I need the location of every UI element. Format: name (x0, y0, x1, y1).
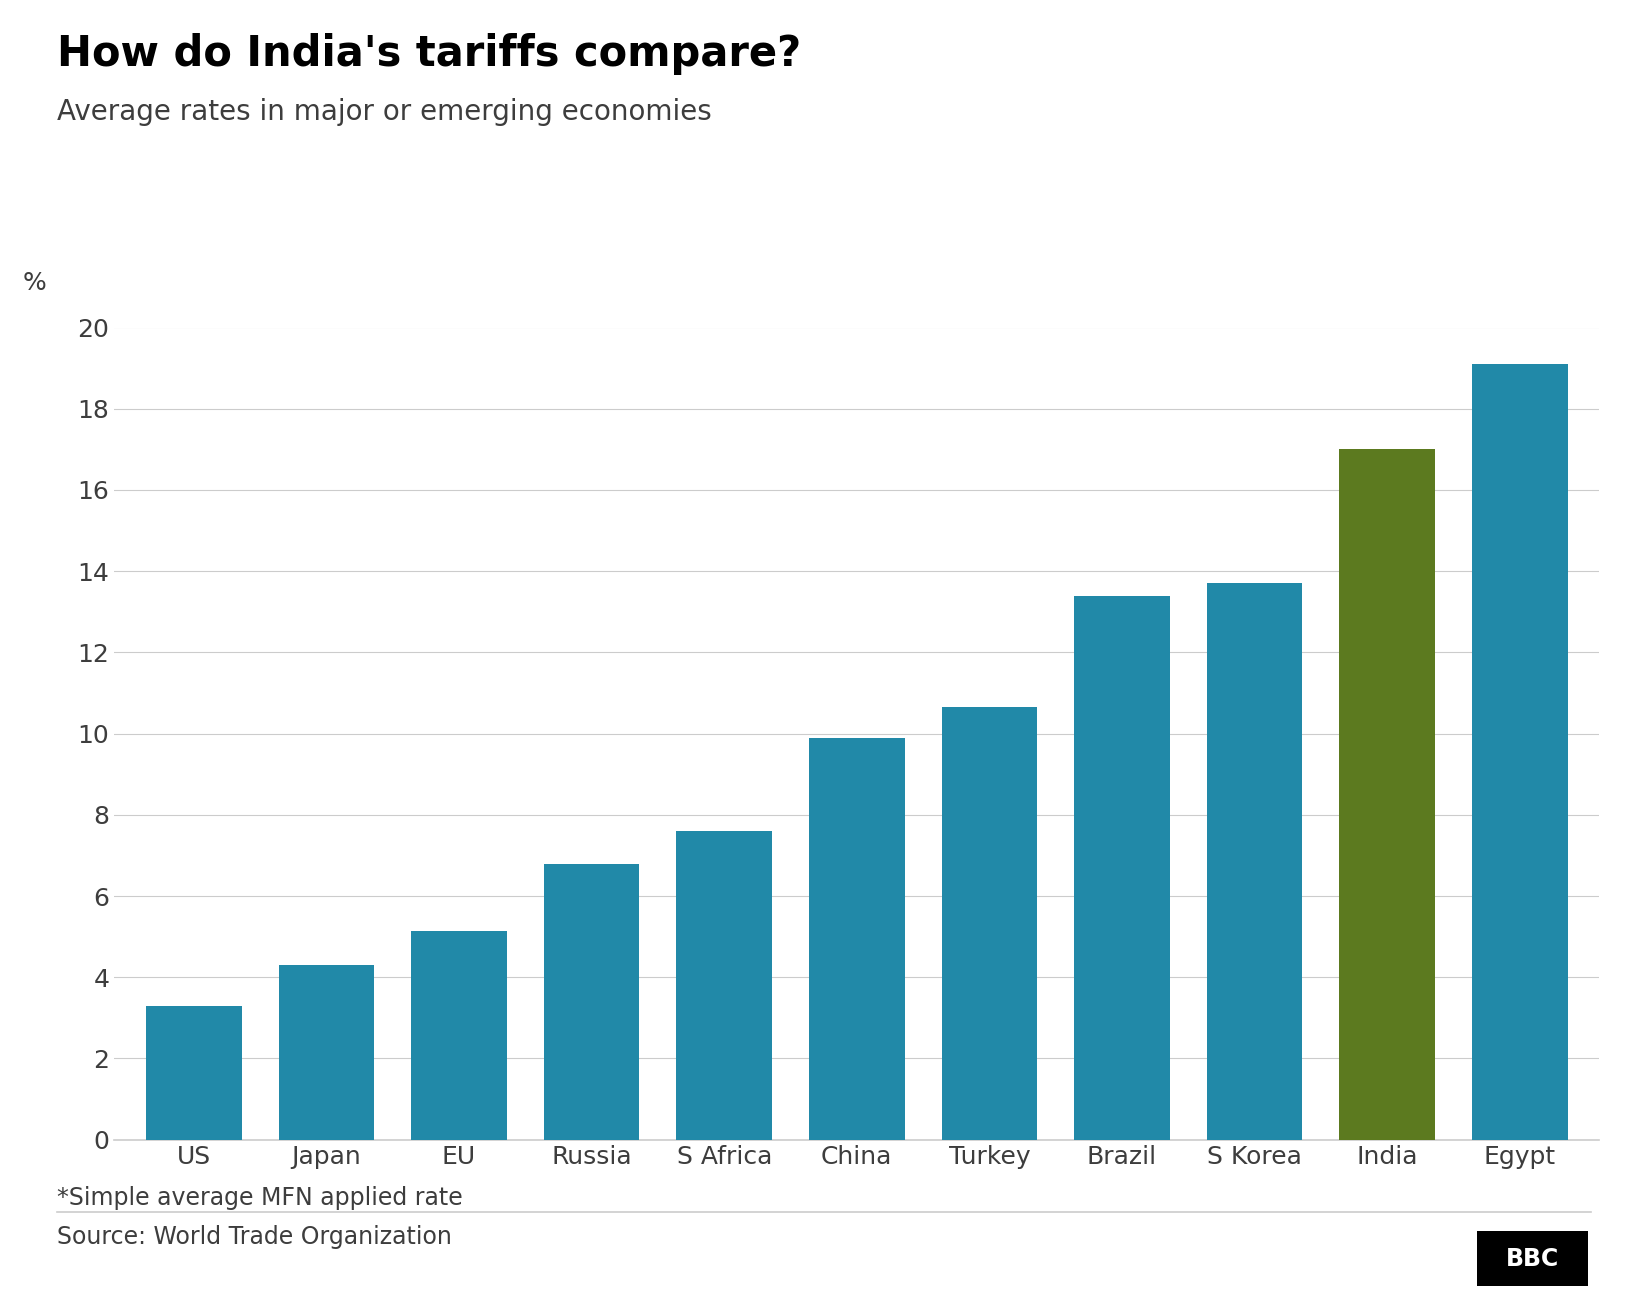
Bar (676, 831, 772, 1140)
Bar (942, 707, 1038, 1140)
Text: How do India's tariffs compare?: How do India's tariffs compare? (57, 33, 801, 75)
Text: %: % (23, 271, 46, 295)
Bar (1074, 596, 1170, 1140)
Text: Source: World Trade Organization: Source: World Trade Organization (57, 1225, 452, 1248)
Bar (147, 1006, 242, 1140)
Bar (1340, 449, 1435, 1140)
Bar (279, 965, 374, 1140)
Bar (1208, 583, 1302, 1140)
Bar (809, 738, 904, 1140)
Bar (1472, 364, 1567, 1140)
Text: BBC: BBC (1506, 1247, 1559, 1271)
Text: *Simple average MFN applied rate: *Simple average MFN applied rate (57, 1186, 463, 1209)
Text: Average rates in major or emerging economies: Average rates in major or emerging econo… (57, 98, 712, 126)
Bar (543, 863, 640, 1140)
Bar (411, 930, 506, 1140)
